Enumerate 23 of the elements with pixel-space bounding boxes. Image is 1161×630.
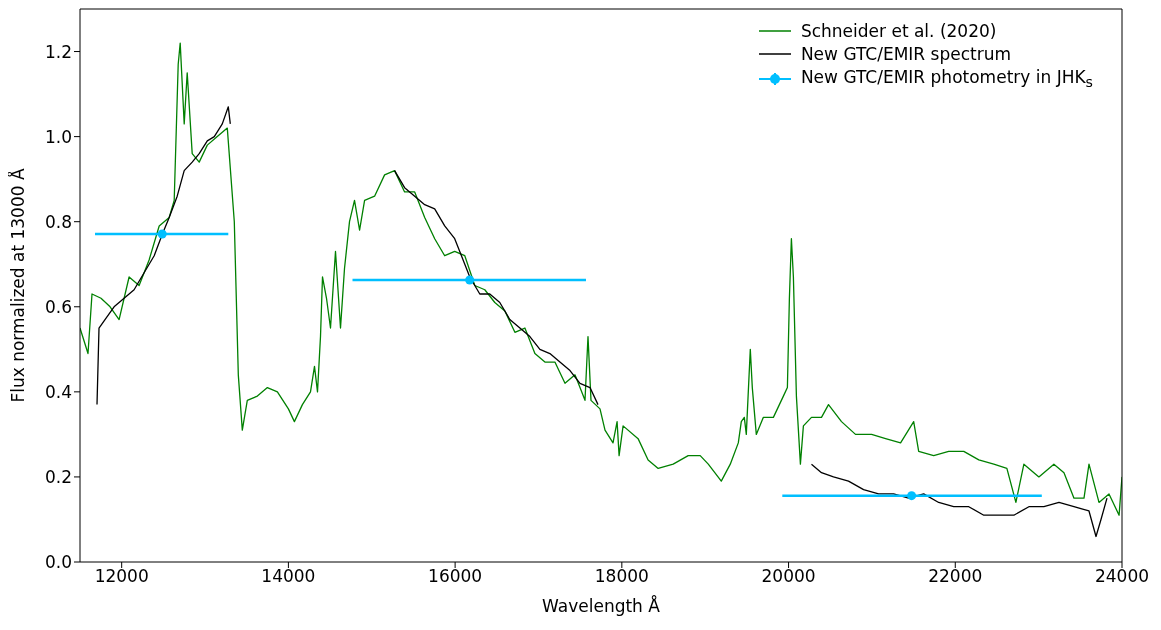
legend-label: New GTC/EMIR spectrum — [800, 44, 1012, 64]
line-series — [80, 42, 1122, 516]
x-tick-label: 24000 — [1094, 566, 1150, 587]
x-tick-label: 12000 — [94, 566, 149, 587]
point — [157, 229, 167, 239]
y-tick-label: 0.2 — [44, 466, 72, 487]
y-tick-label: 0.0 — [44, 552, 72, 573]
x-tick-label: 22000 — [928, 566, 983, 587]
legend-label: New GTC/EMIR photometry in JHK$_{s}$ — [800, 67, 1093, 91]
point — [907, 491, 917, 501]
y-tick-label: 0.8 — [44, 211, 72, 232]
y-tick-label: 1.0 — [44, 126, 72, 147]
y-tick-label: 0.4 — [44, 381, 72, 402]
y-axis-title: Flux normalized at 13000 Å — [7, 168, 29, 403]
legend-label: Schneider et al. (2020) — [800, 21, 997, 41]
y-tick-label: 1.2 — [44, 41, 72, 62]
x-tick-label: 14000 — [261, 566, 316, 587]
point — [465, 275, 475, 285]
x-tick-label: 18000 — [594, 566, 649, 587]
x-axis-title: Wavelength Å — [542, 595, 661, 616]
x-tick-label: 20000 — [761, 566, 816, 587]
x-tick-label: 16000 — [428, 566, 483, 587]
y-tick-label: 0.6 — [44, 296, 72, 317]
